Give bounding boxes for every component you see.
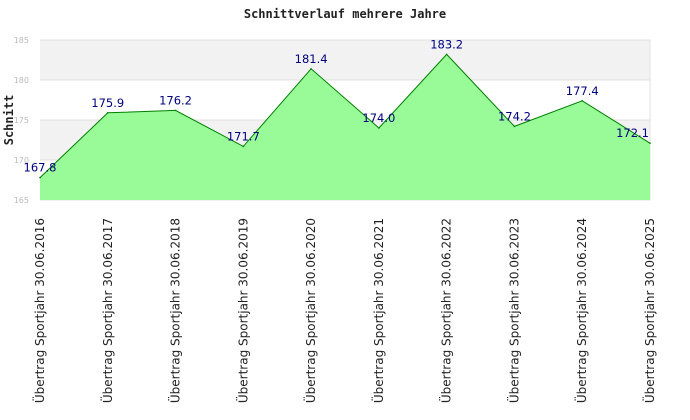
data-label: 174.2 xyxy=(498,109,531,123)
x-tick-label: Übertrag Sportjahr 30.06.2016 xyxy=(31,218,47,403)
data-point xyxy=(106,112,109,114)
chart-title: Schnittverlauf mehrere Jahre xyxy=(244,7,446,21)
data-point xyxy=(242,145,245,148)
x-tick-label: Übertrag Sportjahr 30.06.2022 xyxy=(438,218,454,403)
data-label: 172.1 xyxy=(616,126,649,140)
x-tick-label: Übertrag Sportjahr 30.06.2024 xyxy=(573,218,589,403)
data-label: 176.2 xyxy=(159,93,192,107)
series-line xyxy=(39,53,651,178)
x-tick-label: Übertrag Sportjahr 30.06.2020 xyxy=(302,218,318,403)
data-label: 177.4 xyxy=(566,84,599,98)
series-area xyxy=(40,54,650,201)
data-point xyxy=(174,109,177,112)
x-tick-label: Übertrag Sportjahr 30.06.2025 xyxy=(641,218,657,403)
y-tick-label: 175 xyxy=(14,116,29,125)
data-point xyxy=(581,100,584,102)
x-axis-ticks: Übertrag Sportjahr 30.06.2016 Übertrag Sp… xyxy=(31,218,657,403)
x-tick-label: Übertrag Sportjahr 30.06.2021 xyxy=(370,218,386,403)
data-label: 167.8 xyxy=(24,161,57,175)
x-tick-label: Übertrag Sportjahr 30.06.2019 xyxy=(234,218,250,403)
data-label: 181.4 xyxy=(295,52,328,66)
data-point xyxy=(445,53,448,56)
y-axis-ticks: 165 170 175 180 185 xyxy=(14,36,29,205)
data-point xyxy=(310,68,312,70)
plot-band xyxy=(40,40,650,80)
data-label: 175.9 xyxy=(91,96,124,110)
y-axis-label: Schnitt xyxy=(2,95,16,146)
x-tick-label: Übertrag Sportjahr 30.06.2023 xyxy=(505,218,521,403)
data-label: 171.7 xyxy=(227,129,260,143)
data-label: 183.2 xyxy=(430,37,463,51)
x-tick-label: Übertrag Sportjahr 30.06.2017 xyxy=(99,218,115,403)
y-tick-label: 170 xyxy=(14,156,29,165)
data-point xyxy=(649,142,651,144)
x-tick-label: Übertrag Sportjahr 30.06.2018 xyxy=(167,218,183,403)
data-point xyxy=(378,127,380,129)
data-labels: 167.8 175.9 176.2 171.7 181.4 174.0 183.2 174.2… xyxy=(24,37,651,179)
y-tick-label: 185 xyxy=(14,36,29,45)
y-tick-label: 165 xyxy=(14,196,29,205)
data-point xyxy=(513,125,516,128)
data-label: 174.0 xyxy=(362,111,395,125)
y-tick-label: 180 xyxy=(14,76,29,85)
data-point xyxy=(39,176,41,179)
